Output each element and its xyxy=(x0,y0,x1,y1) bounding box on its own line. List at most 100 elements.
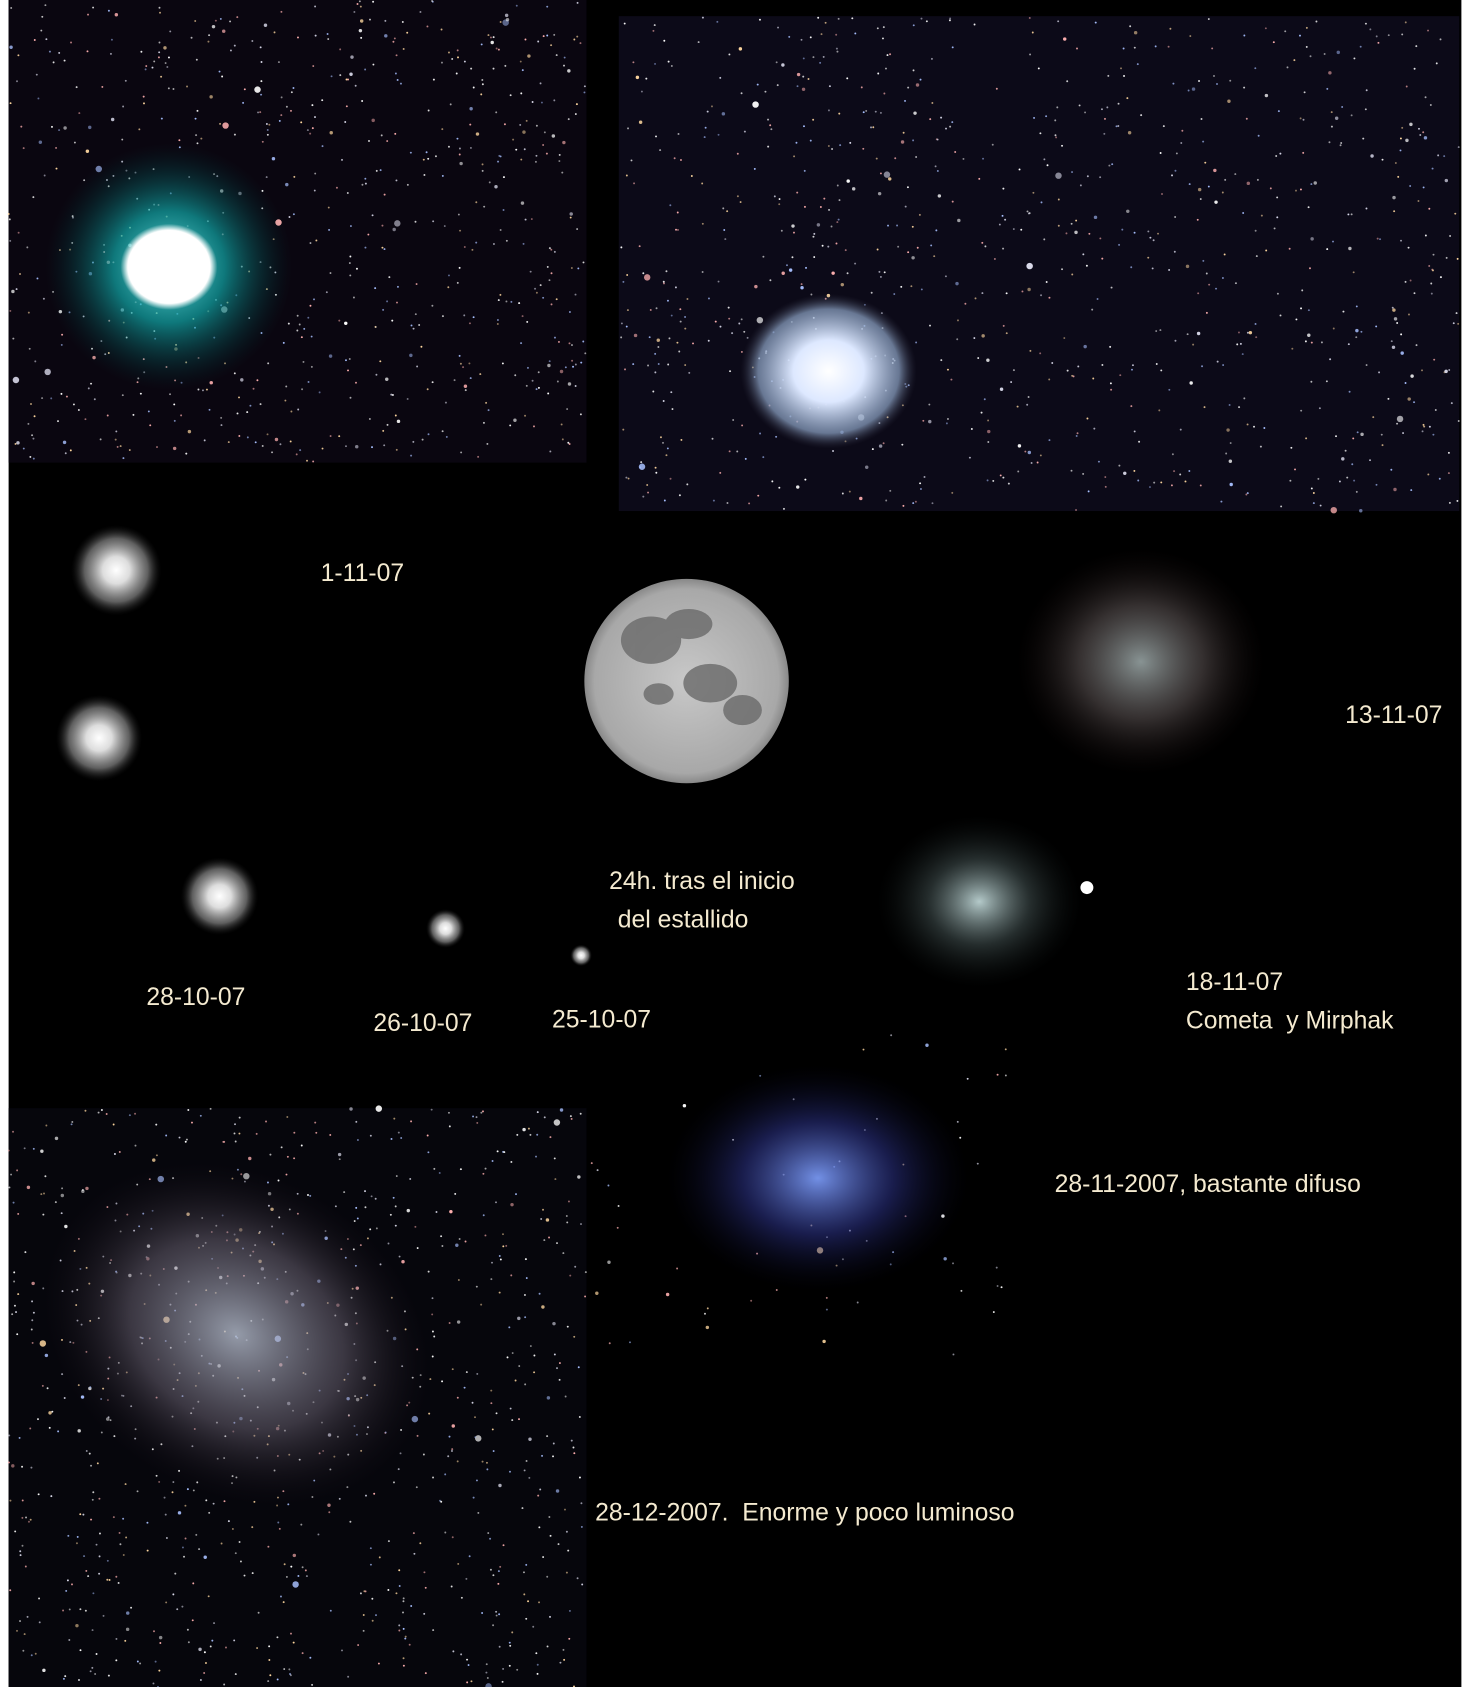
star xyxy=(505,300,507,302)
star xyxy=(311,104,313,106)
star xyxy=(569,1610,571,1612)
star xyxy=(828,209,830,211)
star xyxy=(1295,190,1297,192)
star xyxy=(210,1108,212,1110)
star xyxy=(259,111,261,113)
star xyxy=(260,46,262,48)
star xyxy=(1032,192,1034,194)
star xyxy=(457,1563,459,1565)
star xyxy=(1208,284,1210,286)
star xyxy=(572,366,574,368)
star xyxy=(288,1668,290,1670)
star xyxy=(1204,406,1206,408)
star xyxy=(893,293,895,295)
star xyxy=(202,389,204,391)
star xyxy=(1134,47,1136,49)
star xyxy=(38,1493,40,1495)
star xyxy=(698,41,700,43)
star xyxy=(1037,462,1039,464)
star xyxy=(1356,491,1358,493)
star xyxy=(832,450,834,452)
star xyxy=(1213,75,1215,77)
star xyxy=(1132,364,1134,366)
star xyxy=(111,39,113,41)
star xyxy=(1029,17,1031,19)
star xyxy=(859,497,862,500)
star xyxy=(376,170,378,172)
star xyxy=(910,285,912,287)
star xyxy=(618,1205,620,1207)
star xyxy=(524,1383,526,1385)
star xyxy=(50,1495,52,1497)
star xyxy=(96,1544,98,1546)
star xyxy=(355,85,357,87)
star xyxy=(525,219,527,221)
star xyxy=(255,441,257,443)
star xyxy=(1082,253,1084,255)
star xyxy=(1048,378,1050,380)
star xyxy=(425,1672,427,1674)
star xyxy=(27,1186,30,1189)
star xyxy=(488,409,490,411)
star xyxy=(44,369,50,375)
star xyxy=(481,43,483,45)
star xyxy=(498,1613,500,1615)
star xyxy=(427,388,429,390)
star xyxy=(374,326,376,328)
star xyxy=(180,414,182,416)
star xyxy=(509,1665,511,1667)
star xyxy=(330,131,333,134)
star xyxy=(394,133,396,135)
star xyxy=(922,420,924,422)
star xyxy=(106,1113,108,1115)
star xyxy=(65,1590,67,1592)
star xyxy=(854,263,856,265)
star xyxy=(1313,502,1315,504)
star xyxy=(76,86,78,88)
star xyxy=(338,1153,341,1156)
star xyxy=(280,1596,282,1598)
star xyxy=(82,1514,84,1516)
star xyxy=(854,32,856,34)
star xyxy=(390,394,392,396)
star xyxy=(575,385,577,387)
star xyxy=(981,292,983,294)
star xyxy=(904,100,906,102)
star xyxy=(541,102,543,104)
star xyxy=(137,1490,139,1492)
star xyxy=(262,141,264,143)
star xyxy=(256,1647,258,1649)
star xyxy=(9,1500,11,1502)
star xyxy=(1243,35,1245,37)
star xyxy=(490,1569,492,1571)
star xyxy=(508,1326,510,1328)
star xyxy=(817,17,819,19)
star xyxy=(244,88,246,90)
star xyxy=(280,11,282,13)
star xyxy=(87,14,89,16)
star xyxy=(566,408,568,410)
star xyxy=(353,11,355,13)
star xyxy=(299,449,301,451)
star xyxy=(1200,484,1202,486)
star xyxy=(481,1612,483,1614)
star xyxy=(10,1174,12,1176)
star xyxy=(951,492,953,494)
star xyxy=(42,1385,44,1387)
star xyxy=(286,1116,288,1118)
star xyxy=(237,412,239,414)
star xyxy=(1257,179,1259,181)
star xyxy=(297,36,299,38)
star xyxy=(569,1275,571,1277)
star xyxy=(249,405,251,407)
star xyxy=(228,1520,230,1522)
star xyxy=(126,1628,129,1631)
star xyxy=(64,1397,66,1399)
star xyxy=(667,364,669,366)
star xyxy=(729,450,731,452)
star xyxy=(679,494,681,496)
star xyxy=(1187,333,1189,335)
star xyxy=(686,483,688,485)
star xyxy=(184,1505,186,1507)
star xyxy=(384,248,386,250)
